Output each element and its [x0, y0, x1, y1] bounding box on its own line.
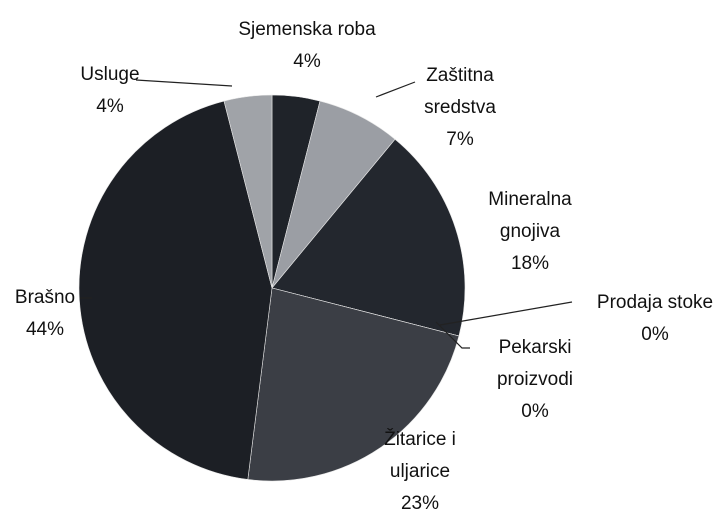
category-name: Brašno [14, 287, 76, 308]
percent-label: 4% [96, 96, 124, 117]
category-name: Usluge [80, 64, 140, 85]
leader-line [439, 301, 573, 326]
percent-label: 4% [293, 51, 321, 72]
slice-label: Zaštitna sredstva 7% [400, 60, 520, 156]
percent-label: 7% [446, 129, 474, 150]
pie-slice [247, 287, 460, 482]
slice-label: Usluge 4% [65, 59, 155, 123]
percent-label: 23% [400, 493, 440, 514]
category-name: Sjemenska roba [238, 19, 376, 40]
leader-line [135, 79, 233, 87]
category-name: Zaštitna sredstva [424, 65, 496, 118]
pie-slice [78, 100, 273, 480]
leader-line [435, 321, 470, 349]
slice-label: Žitarice i uljarice 23% [360, 424, 480, 516]
category-name: Žitarice i uljarice [384, 429, 456, 482]
slice-label: Prodaja stoke 0% [580, 287, 724, 351]
slice-label: Sjemenska roba 4% [197, 14, 417, 78]
category-name: Prodaja stoke [596, 292, 714, 313]
leader-line [375, 81, 416, 98]
category-name: Mineralna gnojiva [488, 189, 572, 242]
pie-slice [271, 138, 466, 337]
slice-label: Mineralna gnojiva 18% [465, 184, 595, 280]
percent-label: 44% [25, 319, 65, 340]
percent-label: 0% [521, 401, 549, 422]
pie-slice [223, 94, 273, 289]
percent-label: 18% [510, 253, 550, 274]
category-name: Pekarski proizvodi [496, 337, 574, 390]
percent-label: 0% [641, 324, 669, 345]
slice-label: Brašno 44% [0, 282, 90, 346]
slice-label: Pekarski proizvodi 0% [475, 332, 595, 428]
